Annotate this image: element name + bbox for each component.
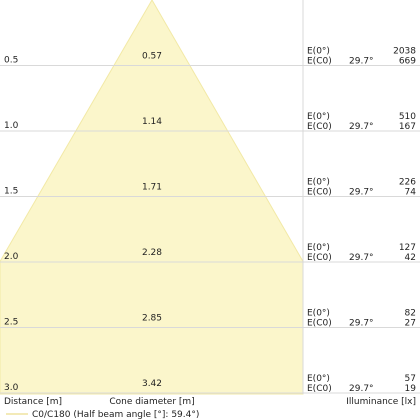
- distance-label: 0.5: [4, 56, 18, 66]
- half-angle-label: 29.7°: [349, 253, 374, 263]
- cone-diameter-label: 1.14: [142, 117, 162, 127]
- illuminance-e0-value: 226: [399, 178, 416, 188]
- ec0-label: E(C0): [307, 319, 332, 329]
- cone-diameter-label: 1.71: [142, 183, 162, 193]
- illuminance-e0-value: 82: [405, 309, 416, 319]
- half-angle-label: 29.7°: [349, 57, 374, 67]
- half-angle-label: 29.7°: [349, 384, 374, 394]
- ec0-label: E(C0): [307, 384, 332, 394]
- illuminance-e0-value: 57: [405, 374, 416, 384]
- illuminance-e0-value: 2038: [393, 47, 416, 57]
- e0-label: E(0°): [307, 112, 330, 122]
- illuminance-e0-value: 127: [399, 243, 416, 253]
- e0-label: E(0°): [307, 47, 330, 57]
- cone-diameter-label: 3.42: [142, 379, 162, 389]
- distance-label: 1.5: [4, 187, 18, 197]
- half-angle-label: 29.7°: [349, 188, 374, 198]
- illuminance-ec0-value: 669: [399, 57, 416, 67]
- illuminance-axis-label: Illuminance [lx]: [346, 397, 416, 407]
- distance-label: 3.0: [4, 383, 19, 393]
- ec0-label: E(C0): [307, 253, 332, 263]
- illuminance-ec0-value: 19: [405, 384, 417, 394]
- cone-diameter-axis-label: Cone diameter [m]: [109, 397, 194, 407]
- e0-label: E(0°): [307, 309, 330, 319]
- cone-diameter-label: 2.85: [142, 314, 162, 324]
- cone-diameter-label: 2.28: [142, 248, 162, 258]
- illuminance-ec0-value: 27: [405, 319, 416, 329]
- half-angle-label: 29.7°: [349, 122, 374, 132]
- distance-label: 2.0: [4, 252, 19, 262]
- illuminance-ec0-value: 42: [405, 253, 416, 263]
- illuminance-e0-value: 510: [399, 112, 416, 122]
- distance-label: 1.0: [4, 121, 19, 131]
- distance-label: 2.5: [4, 318, 18, 328]
- illuminance-ec0-value: 74: [405, 188, 417, 198]
- e0-label: E(0°): [307, 178, 330, 188]
- cone-diameter-label: 0.57: [142, 52, 162, 62]
- half-angle-label: 29.7°: [349, 319, 374, 329]
- ec0-label: E(C0): [307, 188, 332, 198]
- e0-label: E(0°): [307, 374, 330, 384]
- ec0-label: E(C0): [307, 122, 332, 132]
- ec0-label: E(C0): [307, 57, 332, 67]
- e0-label: E(0°): [307, 243, 330, 253]
- distance-axis-label: Distance [m]: [4, 397, 62, 407]
- legend-label: C0/C180 (Half beam angle [°]: 59.4°): [32, 410, 199, 420]
- illuminance-ec0-value: 167: [399, 122, 416, 132]
